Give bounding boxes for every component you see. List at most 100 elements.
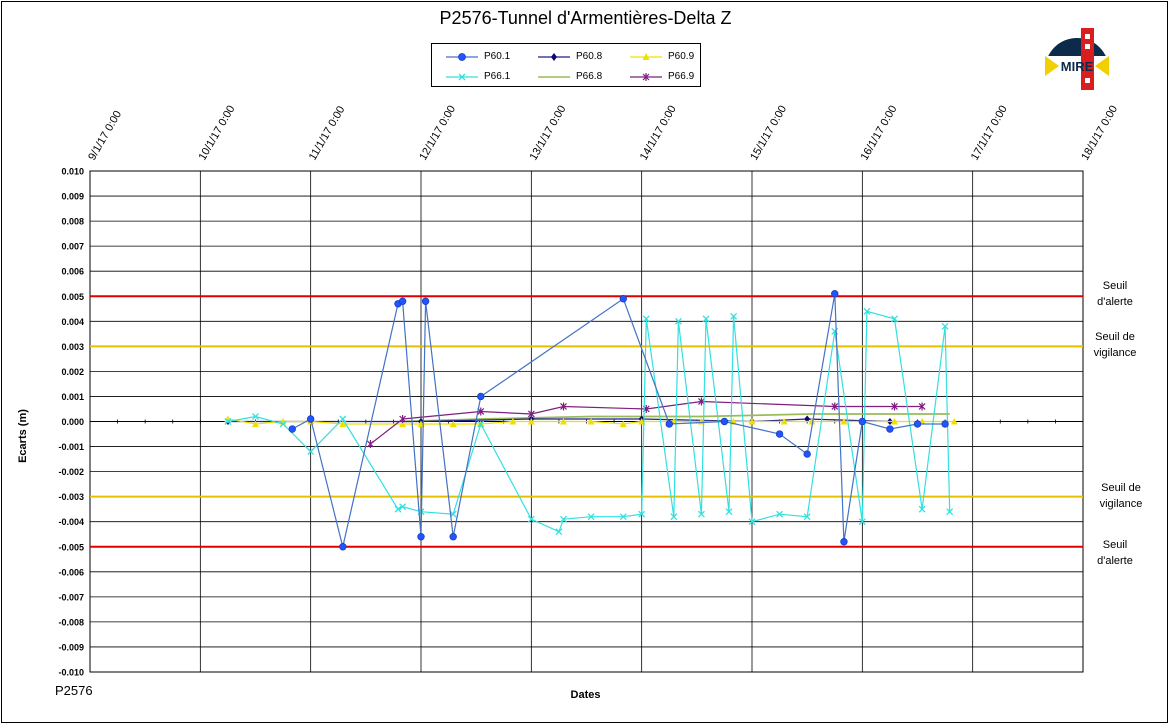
y-tick-label: -0.002 <box>58 467 84 477</box>
x-axis-label: Dates <box>570 689 601 701</box>
legend-marker-star-icon <box>642 73 650 81</box>
data-point-triangle <box>587 418 595 425</box>
data-point-x <box>891 315 898 323</box>
threshold-label-line1: Seuil <box>1102 539 1128 551</box>
data-point-circle <box>449 533 457 541</box>
data-point-circle <box>831 290 839 298</box>
data-point-x <box>587 513 595 521</box>
series-line-p60-9 <box>227 418 955 425</box>
y-tick-label: 0.010 <box>61 167 84 177</box>
data-point-triangle <box>560 418 568 425</box>
legend-marker-triangle-icon <box>642 53 650 60</box>
y-tick-label: 0.005 <box>61 292 84 302</box>
data-point-x <box>918 505 926 513</box>
data-point-star <box>399 414 407 423</box>
data-point-circle <box>339 543 347 551</box>
data-point-star <box>918 402 926 411</box>
threshold-label-alert-top: Seuil d'alerte <box>1082 278 1148 310</box>
data-point-x <box>670 513 678 521</box>
threshold-label-line2: d'alerte <box>1097 555 1133 567</box>
threshold-label-line1: Seuil de <box>1101 482 1141 494</box>
data-point-star <box>891 402 898 411</box>
legend-label: P60.8 <box>576 51 603 62</box>
threshold-label-line2: d'alerte <box>1097 296 1133 308</box>
data-point-star <box>560 402 567 411</box>
data-point-circle <box>941 420 949 428</box>
threshold-label-line1: Seuil <box>1102 280 1128 292</box>
x-tick-label: 16/1/17 0:00 <box>859 104 900 163</box>
data-point-x <box>279 420 287 428</box>
data-point-x <box>674 317 682 325</box>
x-tick-label: 11/1/17 0:00 <box>307 104 348 162</box>
data-point-star <box>367 440 374 449</box>
data-point-triangle <box>449 420 457 428</box>
y-tick-label: 0.009 <box>61 192 84 202</box>
threshold-label-vigilance-bottom: Seuil de vigilance <box>1088 480 1154 512</box>
data-point-circle <box>665 420 673 428</box>
threshold-label-alert-bottom: Seuil d'alerte <box>1082 537 1148 569</box>
data-point-circle <box>775 430 784 438</box>
data-point-triangle <box>339 420 347 428</box>
data-point-x <box>702 315 710 323</box>
y-tick-label: -0.006 <box>58 567 84 577</box>
data-point-x <box>619 513 627 521</box>
data-point-circle <box>477 392 485 401</box>
mire-logo: MIRE <box>1043 26 1111 92</box>
y-axis-label: Ecarts (m) <box>17 409 29 463</box>
data-point-x <box>394 505 402 513</box>
legend-label: P66.1 <box>484 71 511 82</box>
data-point-x <box>748 518 756 526</box>
y-tick-label: -0.007 <box>58 592 84 602</box>
data-point-diamond <box>804 415 811 423</box>
data-point-circle <box>421 297 430 305</box>
y-tick-label: -0.005 <box>58 542 84 552</box>
y-tick-label: 0.006 <box>61 267 84 277</box>
data-point-triangle <box>780 418 788 425</box>
data-point-x <box>858 518 866 526</box>
y-tick-label: -0.008 <box>58 617 84 627</box>
data-point-triangle <box>509 418 517 425</box>
x-tick-label: 17/1/17 0:00 <box>969 104 1010 163</box>
y-tick-label: 0.002 <box>61 367 84 377</box>
data-point-triangle <box>891 418 899 425</box>
legend-marker-circle-icon <box>458 53 466 61</box>
threshold-label-line2: vigilance <box>1099 498 1143 510</box>
data-point-x <box>252 413 259 420</box>
data-point-triangle <box>527 418 535 425</box>
data-point-triangle <box>252 420 259 428</box>
data-point-triangle <box>840 418 848 425</box>
data-point-circle <box>288 425 296 433</box>
y-tick-label: -0.009 <box>58 642 84 652</box>
threshold-label-line1: Seuil de <box>1095 331 1135 343</box>
data-point-star <box>831 402 839 411</box>
data-point-circle <box>398 297 407 305</box>
data-point-triangle <box>950 418 958 425</box>
y-tick-label: 0.004 <box>61 317 84 327</box>
data-point-circle <box>913 420 922 428</box>
data-point-x <box>803 513 811 521</box>
footer-code: P2576 <box>55 683 93 698</box>
x-tick-label: 13/1/17 0:00 <box>528 104 569 163</box>
data-point-x <box>339 415 347 423</box>
chart-title: P2576-Tunnel d'Armentières-Delta Z <box>439 8 732 28</box>
y-tick-label: 0.001 <box>61 392 84 402</box>
data-point-x <box>399 503 407 511</box>
chart-legend: P60.1 P60.8 P60.9 P66.1 P66.8 P66.9 <box>431 43 701 87</box>
data-point-circle <box>417 533 425 541</box>
data-point-triangle <box>808 418 816 425</box>
data-point-x <box>307 448 315 456</box>
data-point-circle <box>840 538 848 546</box>
y-tick-label: 0.003 <box>61 342 84 352</box>
logo-text: MIRE <box>1061 59 1094 74</box>
x-tick-label: 15/1/17 0:00 <box>748 104 789 163</box>
data-point-x <box>725 508 733 516</box>
data-point-x <box>941 322 949 330</box>
data-point-x <box>527 515 535 523</box>
mire-logo-icon: MIRE <box>1043 28 1111 90</box>
data-point-x <box>776 510 784 518</box>
data-point-x <box>638 510 646 518</box>
data-point-x <box>555 528 563 536</box>
x-tick-label: 14/1/17 0:00 <box>638 104 679 163</box>
legend-marker-x-icon <box>458 73 466 81</box>
data-point-circle <box>886 425 894 433</box>
